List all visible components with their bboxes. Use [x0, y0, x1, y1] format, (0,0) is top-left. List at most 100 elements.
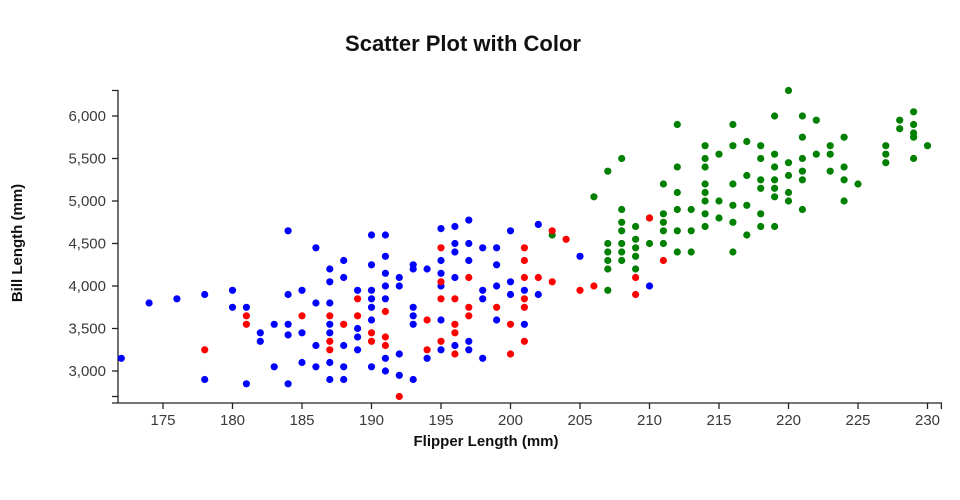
- data-point: [506, 278, 515, 286]
- data-point: [312, 363, 320, 371]
- data-point: [784, 188, 793, 197]
- data-point: [604, 265, 612, 273]
- data-point: [298, 286, 306, 294]
- data-point: [479, 286, 487, 294]
- data-point: [520, 303, 529, 311]
- data-point: [451, 350, 459, 358]
- data-point: [632, 252, 640, 260]
- data-point: [506, 350, 515, 358]
- data-point: [840, 133, 848, 141]
- data-point: [326, 265, 334, 273]
- data-point: [381, 282, 389, 290]
- data-point: [548, 227, 556, 235]
- y-tick-label: 5,000: [68, 193, 106, 210]
- data-point: [201, 375, 209, 384]
- data-point: [409, 265, 417, 273]
- data-point: [423, 316, 431, 324]
- data-point: [618, 154, 626, 163]
- data-point: [701, 222, 709, 231]
- x-tick-label: 205: [567, 412, 592, 429]
- data-point: [673, 227, 681, 235]
- data-point: [381, 307, 389, 316]
- y-axis-title: Bill Length (mm): [9, 184, 26, 302]
- data-point: [284, 227, 292, 235]
- data-point: [326, 337, 334, 345]
- data-point: [451, 320, 459, 328]
- data-point: [437, 337, 445, 345]
- data-point: [326, 346, 334, 354]
- data-point: [437, 278, 445, 286]
- y-tick-label: 4,500: [68, 236, 106, 253]
- data-point: [687, 205, 695, 214]
- data-point: [298, 358, 306, 367]
- series-green: [548, 86, 932, 294]
- data-point: [840, 197, 848, 205]
- data-point: [771, 193, 779, 201]
- data-point: [354, 333, 362, 341]
- data-point: [242, 303, 250, 311]
- data-point: [437, 269, 445, 277]
- data-point: [354, 312, 362, 320]
- data-point: [548, 278, 556, 286]
- data-point: [757, 176, 765, 184]
- data-point: [645, 282, 654, 290]
- data-point: [784, 159, 793, 167]
- data-point: [465, 273, 473, 282]
- data-point: [409, 303, 417, 311]
- data-point: [771, 222, 779, 231]
- data-point: [604, 248, 612, 256]
- data-point: [618, 227, 626, 235]
- data-point: [618, 256, 626, 265]
- data-point: [534, 220, 542, 228]
- data-point: [451, 248, 459, 256]
- data-point: [201, 346, 209, 354]
- data-point: [659, 227, 668, 235]
- y-axis-line: [112, 89, 119, 403]
- data-point: [576, 252, 584, 260]
- y-tick-label: 4,000: [68, 278, 106, 295]
- data-point: [437, 225, 445, 233]
- data-point: [798, 112, 807, 120]
- data-point: [451, 239, 459, 248]
- y-tick-label: 3,500: [68, 321, 106, 338]
- data-point: [367, 295, 376, 303]
- data-point: [896, 116, 904, 124]
- data-point: [493, 261, 501, 269]
- data-point: [632, 244, 640, 252]
- data-point: [437, 295, 445, 303]
- data-point: [465, 312, 473, 320]
- data-point: [701, 154, 709, 163]
- data-point: [451, 273, 459, 282]
- x-axis-line: [112, 402, 943, 409]
- data-point: [840, 176, 848, 184]
- data-point: [395, 350, 403, 358]
- data-point: [854, 180, 862, 188]
- data-point: [465, 337, 473, 345]
- data-point: [520, 320, 529, 328]
- data-point: [520, 286, 529, 294]
- data-point: [632, 235, 640, 243]
- data-point: [798, 167, 807, 175]
- data-point: [326, 299, 334, 307]
- data-point: [340, 256, 348, 265]
- data-point: [381, 231, 389, 239]
- data-point: [354, 346, 362, 354]
- data-point: [771, 163, 779, 171]
- data-point: [645, 214, 654, 222]
- data-point: [326, 375, 334, 384]
- data-point: [284, 290, 292, 299]
- data-point: [493, 316, 501, 324]
- data-point: [145, 299, 153, 307]
- data-point: [242, 380, 250, 388]
- data-point: [798, 154, 807, 163]
- data-point: [117, 354, 125, 362]
- data-point: [506, 290, 515, 299]
- data-point: [381, 252, 389, 260]
- data-point: [590, 193, 598, 201]
- data-point: [673, 205, 681, 214]
- data-point: [326, 278, 334, 286]
- data-point: [659, 239, 668, 248]
- data-point: [451, 295, 459, 303]
- data-point: [812, 150, 820, 158]
